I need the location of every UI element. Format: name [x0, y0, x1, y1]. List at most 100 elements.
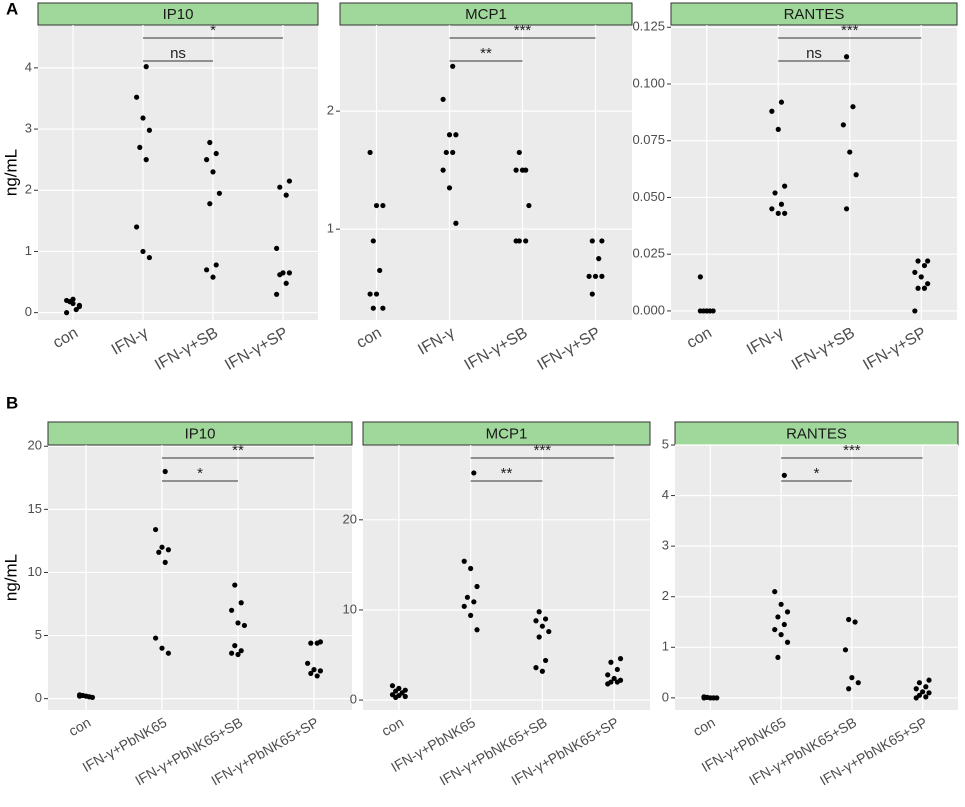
x-tick-label: con [354, 324, 385, 352]
data-point [855, 680, 861, 686]
data-point [308, 640, 314, 646]
data-point [317, 668, 323, 674]
plot-background [675, 445, 958, 710]
data-point [286, 270, 292, 276]
strip-title: IP10 [163, 6, 194, 23]
data-point [305, 660, 311, 666]
data-point [468, 612, 474, 618]
x-tick-label: con [379, 714, 407, 739]
data-point [165, 650, 171, 656]
data-point [77, 693, 83, 699]
data-point [76, 302, 82, 308]
strip-title: IP10 [185, 425, 216, 442]
data-point [523, 238, 529, 244]
data-point [781, 621, 787, 628]
data-point [926, 677, 932, 683]
data-point [614, 666, 620, 673]
y-tick-label: 1 [25, 243, 32, 258]
data-point [596, 256, 602, 262]
data-point [913, 695, 919, 701]
strip-title: RANTES [786, 425, 847, 442]
data-point [921, 262, 928, 269]
data-point [920, 689, 926, 695]
data-point [232, 582, 238, 588]
data-point [146, 127, 152, 133]
y-tick-label: 0.050 [632, 189, 665, 204]
data-point [140, 115, 146, 121]
data-point [143, 64, 149, 70]
data-point [314, 673, 320, 679]
plot-background [340, 25, 632, 320]
data-point [599, 238, 605, 244]
strip [670, 2, 958, 26]
data-point [589, 238, 595, 244]
strip [339, 2, 633, 26]
data-point [775, 614, 781, 620]
data-point [286, 178, 292, 184]
data-point [461, 558, 467, 564]
data-point [772, 589, 778, 595]
data-point [536, 634, 542, 640]
significance-label: *** [534, 442, 552, 459]
data-point [769, 108, 775, 114]
data-point [912, 308, 918, 314]
data-point [843, 54, 850, 60]
data-point [274, 245, 280, 251]
significance-label: *** [843, 442, 861, 459]
y-tick-label: 20 [28, 438, 42, 453]
x-tick-label: IFN-γ+SB [462, 324, 531, 374]
strip-title: RANTES [784, 6, 845, 23]
data-point [153, 635, 159, 641]
data-point [775, 126, 781, 132]
y-tick-label: 4 [662, 487, 669, 502]
data-point [446, 132, 453, 138]
data-point [847, 149, 853, 155]
y-tick-label: 0.025 [632, 246, 665, 261]
data-point [782, 183, 788, 189]
data-point [370, 238, 376, 244]
x-tick-label: IFN-γ [415, 324, 457, 358]
data-point [274, 291, 280, 297]
x-tick-label: IFN-γ [109, 324, 151, 358]
data-point [367, 149, 373, 156]
data-point [377, 267, 383, 274]
data-point [840, 122, 846, 128]
data-point [283, 280, 289, 286]
data-point [539, 623, 545, 629]
data-point [137, 144, 143, 151]
data-point [925, 258, 931, 264]
y-tick-label: 0 [350, 692, 357, 707]
data-point [134, 94, 140, 100]
strip [47, 421, 353, 446]
data-point [73, 306, 79, 313]
x-tick-label: IFN-γ+SB [789, 324, 858, 374]
data-point [450, 149, 456, 156]
data-point [207, 139, 213, 146]
significance-label: ns [806, 45, 822, 62]
data-point [446, 185, 453, 191]
data-point [778, 99, 785, 105]
data-point [599, 273, 605, 279]
data-point [143, 157, 149, 163]
strip [37, 2, 319, 26]
plot-background [38, 25, 318, 320]
y-axis-title: ng/mL [1, 149, 20, 196]
data-point [605, 681, 611, 687]
y-tick-label: 0.100 [632, 75, 665, 90]
significance-label: ** [232, 442, 244, 459]
data-point [586, 273, 592, 279]
data-point [70, 296, 76, 302]
data-point [926, 690, 932, 696]
y-axis-title: ng/mL [1, 554, 20, 601]
y-tick-label: 5 [662, 436, 669, 451]
data-point [210, 169, 216, 175]
strip-title: MCP1 [465, 6, 507, 23]
data-point [314, 640, 320, 646]
data-point [701, 695, 707, 701]
y-tick-label: 0 [662, 689, 669, 704]
data-point [134, 224, 140, 230]
significance-label: *** [514, 22, 532, 39]
data-point [153, 526, 159, 533]
data-point [140, 248, 146, 255]
significance-label: *** [841, 22, 859, 39]
